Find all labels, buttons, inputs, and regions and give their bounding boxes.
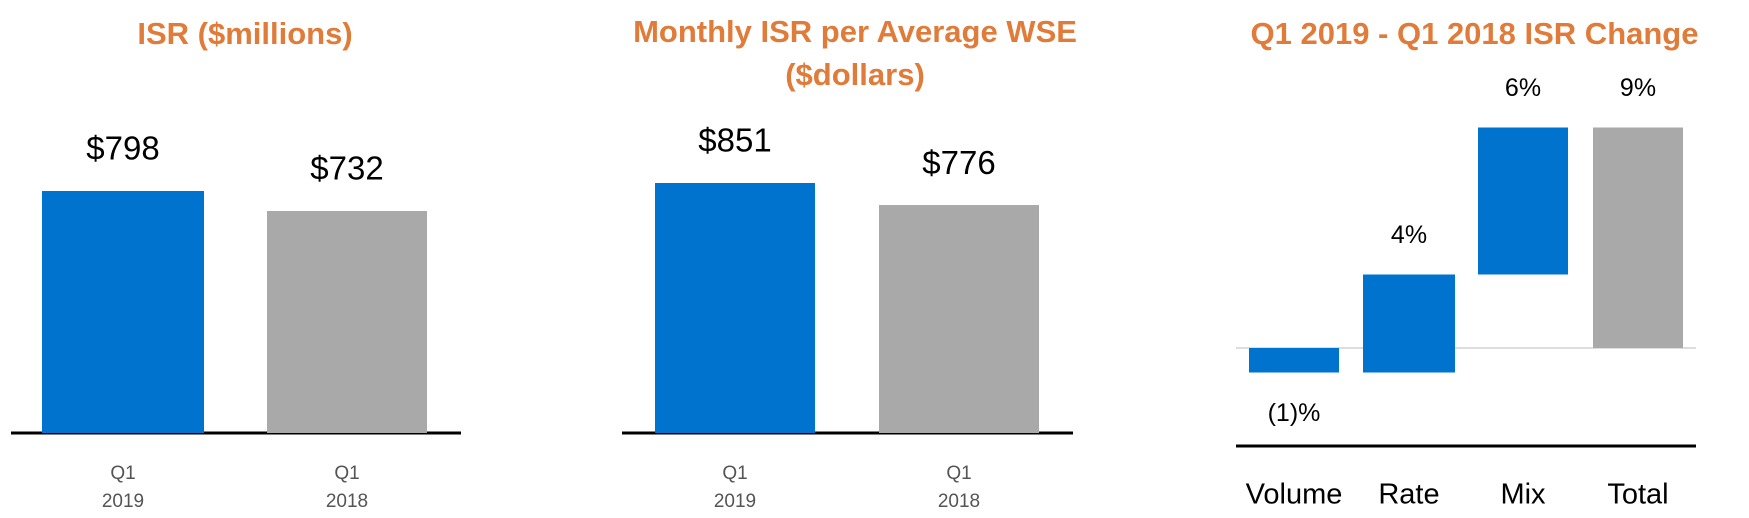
value-label: $851 — [698, 122, 771, 159]
x-tick-label: Q1 2018 — [937, 463, 981, 512]
value-label: 9% — [1620, 74, 1656, 102]
x-tick-label: Q1 2018 — [325, 463, 369, 512]
value-label: $798 — [86, 130, 159, 167]
bar — [1363, 274, 1455, 373]
x-tick-label: Volume — [1246, 479, 1343, 511]
value-label: 4% — [1391, 221, 1427, 249]
x-tick-label: Mix — [1500, 479, 1546, 511]
x-tick-label: Q1 2019 — [101, 463, 145, 512]
bar — [1593, 127, 1683, 348]
value-label: $732 — [310, 150, 383, 187]
value-label: (1)% — [1268, 399, 1321, 427]
bar — [1249, 348, 1339, 373]
value-label: $776 — [922, 144, 995, 181]
chart-title: Monthly ISR per Average WSE ($dollars) — [633, 14, 1077, 92]
bar — [267, 211, 427, 433]
x-tick-label: Total — [1607, 479, 1668, 511]
bar — [42, 191, 204, 433]
value-label: 6% — [1505, 74, 1541, 102]
x-tick-label: Rate — [1378, 479, 1439, 511]
bar — [655, 183, 815, 433]
x-tick-label: Q1 2019 — [713, 463, 757, 512]
bar — [879, 205, 1039, 433]
bar — [1478, 127, 1568, 275]
chart-title: Q1 2019 - Q1 2018 ISR Change — [1250, 16, 1699, 51]
chart-title: ISR ($millions) — [137, 16, 353, 51]
